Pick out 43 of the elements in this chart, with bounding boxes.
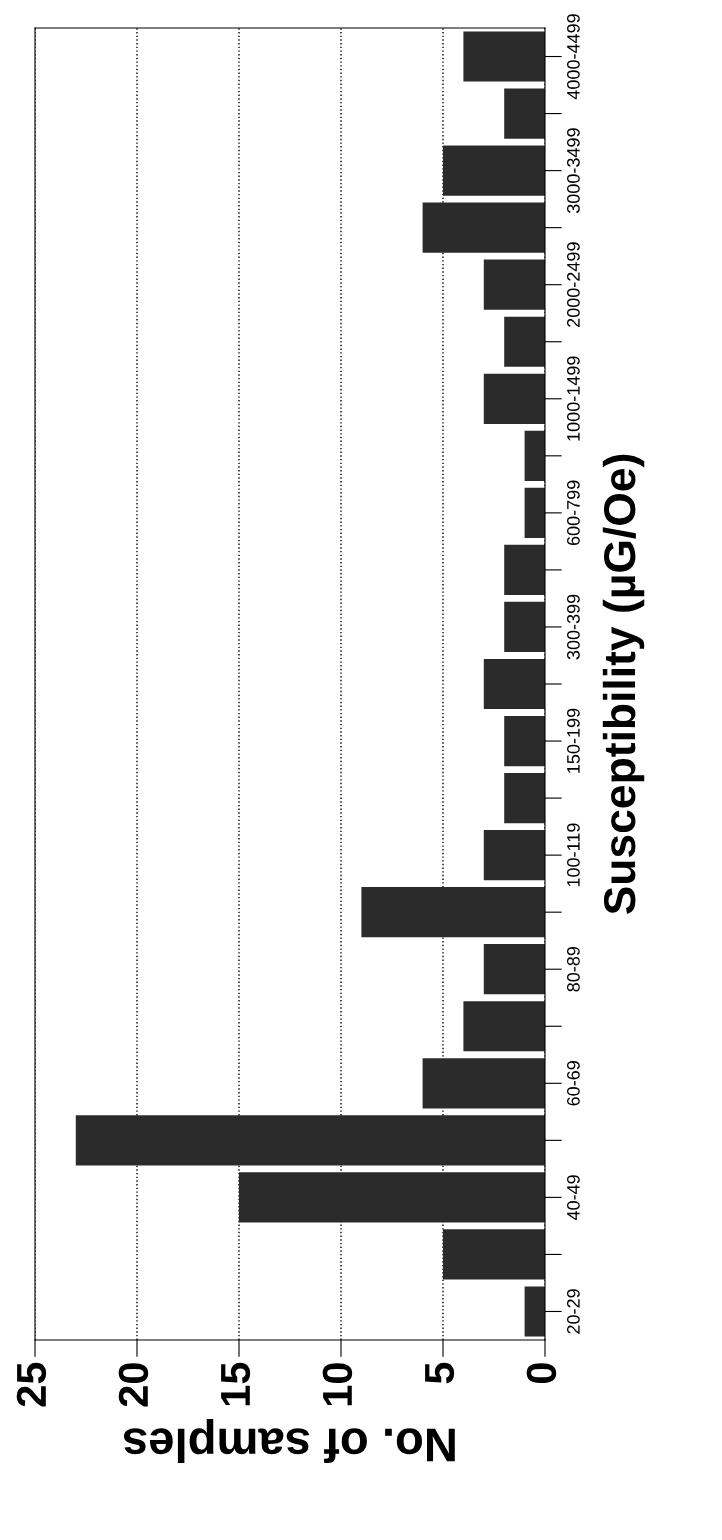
bar: [422, 1058, 545, 1109]
y-tick-label: 2000-2499: [567, 242, 580, 327]
bar: [422, 202, 545, 253]
bar: [483, 259, 545, 310]
bar: [239, 1172, 545, 1223]
y-tick-label: 150-199: [567, 708, 580, 773]
x-tick-label: 15: [221, 1362, 251, 1406]
bar: [483, 830, 545, 881]
bar: [361, 887, 545, 938]
bar: [524, 430, 545, 481]
bar: [75, 1115, 545, 1166]
bar: [483, 944, 545, 995]
y-tick-label: 60-69: [567, 1061, 580, 1106]
x-tick-label: 5: [425, 1362, 455, 1384]
bar: [483, 373, 545, 424]
bar: [463, 1001, 545, 1052]
bar: [443, 1229, 545, 1280]
bar: [504, 772, 545, 824]
y-tick-label: 40-49: [567, 1175, 580, 1221]
y-tick-label: 20-29: [567, 1289, 580, 1334]
bar: [504, 88, 545, 139]
y-tick-label: 300-399: [567, 594, 580, 660]
y-tick-label: 80-89: [567, 946, 580, 992]
x-tick-label: 25: [16, 1362, 47, 1407]
bar: [524, 487, 545, 538]
y-axis-title: Susceptibility (µG/Oe): [602, 454, 645, 915]
bar: [483, 658, 545, 710]
x-tick-label: 0: [526, 1363, 557, 1384]
bar: [443, 145, 545, 196]
y-tick-label: 3000-3499: [567, 128, 580, 214]
y-tick-label: 4000-4499: [567, 14, 580, 100]
bar: [504, 316, 545, 367]
x-axis-title: No. of samples: [123, 1418, 455, 1463]
bar: [504, 544, 545, 596]
bar: [504, 715, 545, 767]
y-tick-label: 600-799: [567, 480, 580, 546]
bar: [524, 1286, 545, 1337]
bar: [463, 31, 545, 82]
y-tick-label: 100-119: [567, 823, 580, 887]
x-tick-label: 10: [322, 1363, 353, 1406]
bar: [504, 601, 545, 653]
x-tick-label: 20: [118, 1363, 149, 1407]
y-tick-label: 1000-1499: [567, 356, 580, 441]
